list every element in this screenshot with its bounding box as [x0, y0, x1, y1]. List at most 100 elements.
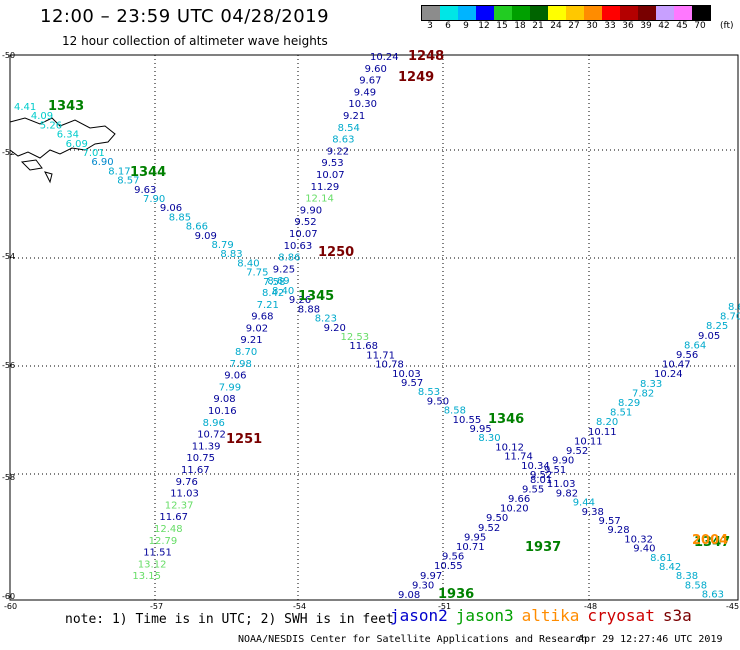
swh-label: 9.56	[676, 350, 698, 361]
colorbar-swatch-9	[584, 6, 602, 20]
swh-label: 8.96	[203, 418, 225, 429]
swh-label: 10.71	[456, 542, 485, 553]
swh-label: 8.53	[418, 387, 440, 398]
swh-label: 9.21	[240, 335, 262, 346]
swh-label: 12.48	[154, 524, 183, 535]
swh-label: 5.26	[40, 120, 62, 131]
swh-label: 12.79	[149, 536, 178, 547]
swh-label: 9.06	[224, 371, 246, 382]
swh-label: 11.29	[311, 182, 340, 193]
swh-label: 13.15	[132, 571, 161, 582]
swh-label: 7.98	[230, 359, 252, 370]
swh-label: 9.52	[294, 217, 316, 228]
colorbar-swatch-15	[692, 6, 710, 20]
colorbar-tick: 30	[586, 21, 598, 31]
swh-label: 9.97	[420, 571, 442, 582]
colorbar-swatch-6	[530, 6, 548, 20]
pass-annotations: 1248 1249 1250 1251 1343 1344 1345 1346 1937 1936…	[48, 49, 730, 602]
swh-label: 10.03	[392, 369, 421, 380]
wave-height-colorbar	[421, 5, 711, 21]
swh-label: 9.02	[246, 323, 268, 334]
swh-label: 8.57	[117, 176, 139, 187]
swh-label: 9.56	[442, 552, 464, 563]
swh-label: 8.58	[444, 406, 466, 417]
colorbar-tick: 18	[514, 21, 526, 31]
swh-label: 11.51	[143, 548, 172, 559]
swh-label: 9.09	[195, 231, 217, 242]
legend-item-jason3: jason3	[455, 606, 514, 625]
swh-label: 8.70	[235, 347, 257, 358]
swh-label: 4.09	[31, 111, 53, 122]
pass-number: 1248	[408, 49, 444, 64]
swh-label: 10.47	[662, 360, 691, 371]
colorbar-swatch-1	[440, 6, 458, 20]
swh-label: 8.69	[267, 276, 289, 287]
swh-label: 10.55	[453, 415, 482, 426]
legend-item-cryosat: cryosat	[587, 606, 655, 625]
colorbar-tick: 33	[604, 21, 616, 31]
swh-label: 11.39	[192, 441, 221, 452]
swh-label: 8.83	[220, 249, 242, 260]
colorbar-tick: 9	[463, 21, 469, 31]
colorbar-swatch-5	[512, 6, 530, 20]
swh-label: 9.55	[522, 484, 544, 495]
swh-label: 11.67	[159, 512, 188, 523]
colorbar-swatch-8	[566, 6, 584, 20]
swh-label: 8.17	[108, 166, 130, 177]
colorbar-tick: 3	[427, 21, 433, 31]
colorbar-tick: 45	[676, 21, 688, 31]
colorbar-swatch-12	[638, 6, 656, 20]
swh-label: 7.58	[263, 277, 285, 288]
swh-label: 10.30	[348, 99, 377, 110]
colorbar-tick: 12	[478, 21, 490, 31]
lon-label: -51	[438, 602, 451, 611]
swh-label: 9.57	[401, 378, 423, 389]
swh-label: 9.63	[134, 185, 156, 196]
swh-label: 9.57	[599, 516, 621, 527]
legend-item-altika: altika	[521, 606, 580, 625]
colorbar-swatch-3	[476, 6, 494, 20]
lat-label: -50	[2, 51, 15, 60]
map-frame	[9, 54, 739, 601]
pass-number: 1251	[226, 432, 262, 447]
swh-label: 6.90	[91, 157, 113, 168]
colorbar-tick: 42	[658, 21, 670, 31]
swh-label: 9.38	[582, 507, 604, 518]
lon-label: -54	[293, 602, 306, 611]
swh-label: 11.03	[547, 479, 576, 490]
colorbar-tick: 21	[532, 21, 544, 31]
swh-label: 12.14	[305, 194, 334, 205]
colorbar-tick: 70	[694, 21, 706, 31]
swh-label: 9.22	[327, 146, 349, 157]
swh-label: 9.90	[300, 205, 322, 216]
lat-label: -58	[2, 473, 15, 482]
swh-label: 8.66	[186, 222, 208, 233]
legend-item-jason2: jason2	[390, 606, 448, 625]
swh-label: 8.88	[298, 304, 320, 315]
colorbar-unit: (ft)	[720, 21, 734, 31]
swh-label: 8.33	[640, 379, 662, 390]
swh-label: 8.25	[706, 321, 728, 332]
colorbar-tick: 39	[640, 21, 652, 31]
pass-number: 1346	[488, 412, 524, 427]
swh-label: 9.60	[365, 64, 387, 75]
swh-label: 10.20	[500, 504, 529, 515]
swh-label: 9.67	[359, 76, 381, 87]
map-subtitle: 12 hour collection of altimeter wave hei…	[62, 34, 328, 48]
swh-label: 9.53	[321, 158, 343, 169]
swh-label: 6.09	[66, 139, 88, 150]
swh-label: 9.95	[470, 424, 492, 435]
swh-label: 9.08	[213, 394, 235, 405]
swh-label: 9.08	[398, 590, 420, 601]
swh-label: 8.38	[676, 571, 698, 582]
colorbar-swatch-11	[620, 6, 638, 20]
swh-label: 8.30	[478, 433, 500, 444]
swh-label: 8.40	[237, 258, 259, 269]
swh-label: 8.40	[272, 286, 294, 297]
swh-label: 10.07	[289, 229, 318, 240]
swh-label: 7.21	[257, 300, 279, 311]
swh-label: 9.52	[478, 523, 500, 534]
swh-label: 8.42	[262, 288, 284, 299]
lon-label: -60	[4, 602, 17, 611]
